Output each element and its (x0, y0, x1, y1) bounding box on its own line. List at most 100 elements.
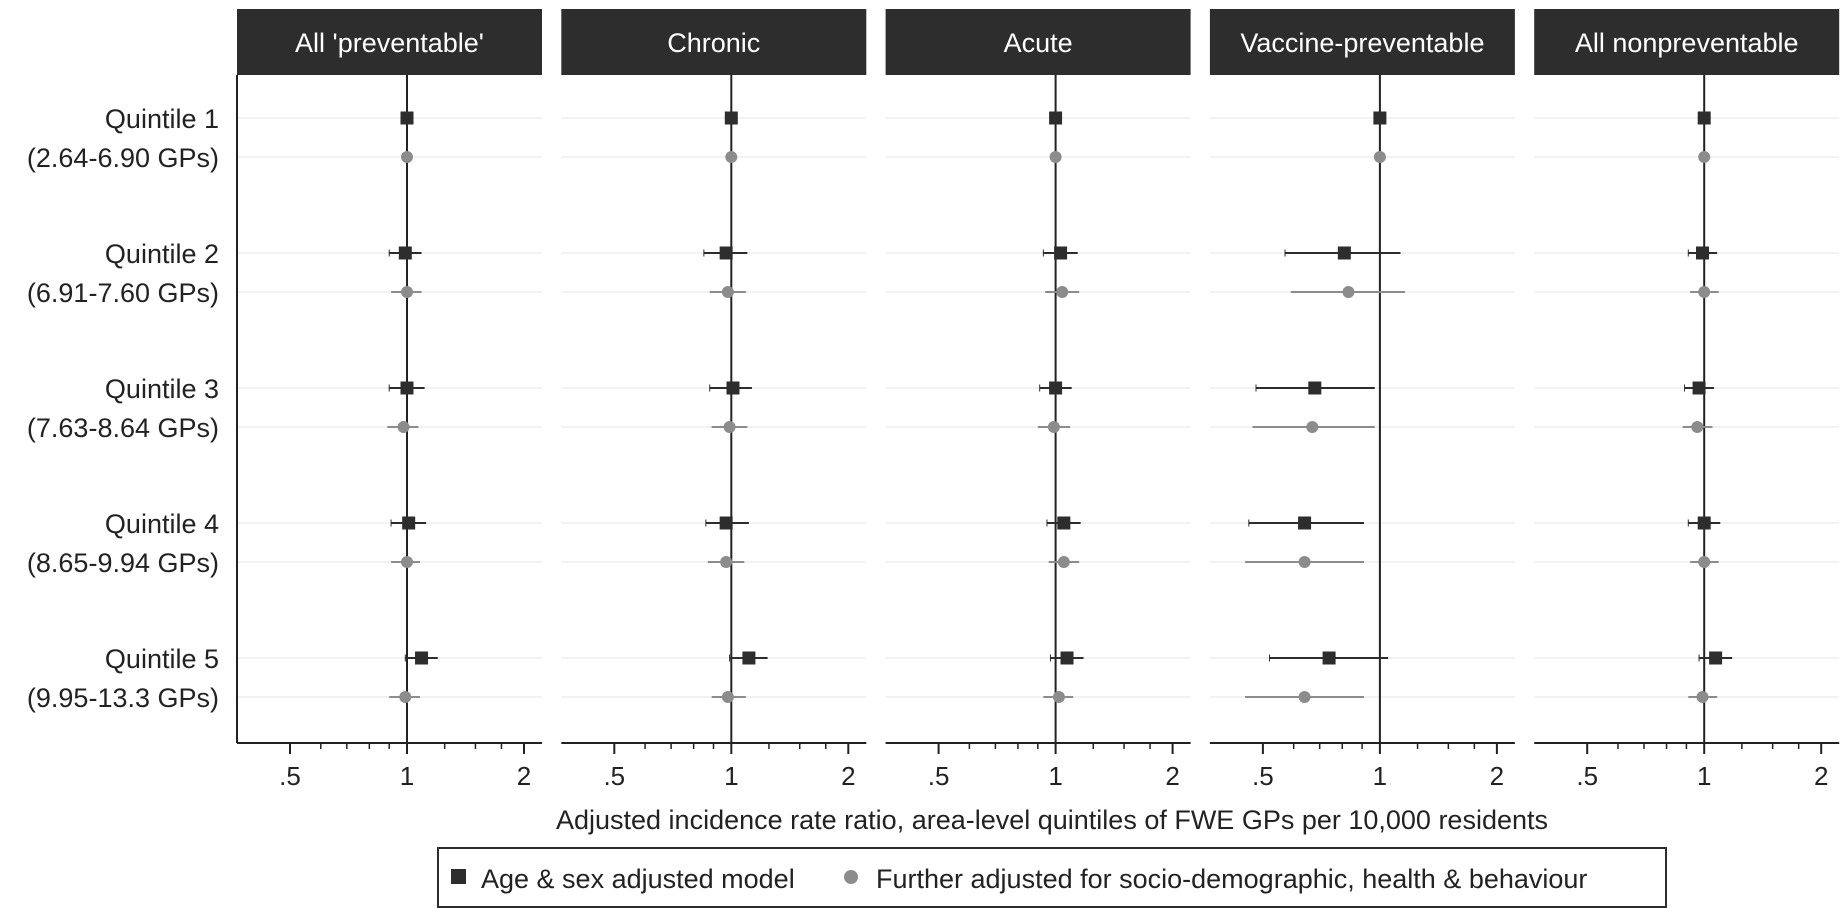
point-age-sex (1057, 516, 1071, 530)
point-further (723, 421, 736, 433)
panel-header (1209, 9, 1515, 75)
x-tick-label: 1 (1048, 761, 1062, 791)
x-tick-label: .5 (1252, 761, 1274, 791)
x-tick-label: .5 (928, 761, 950, 791)
point-age-sex (1692, 381, 1706, 395)
point-further (1306, 421, 1319, 433)
point-further (1298, 556, 1311, 568)
point-age-sex (402, 516, 416, 530)
point-age-sex (719, 516, 733, 530)
point-age-sex (1373, 111, 1387, 125)
x-tick-label: .5 (279, 761, 301, 791)
panel-header (237, 9, 542, 75)
point-age-sex (415, 651, 429, 665)
x-tick-label: 2 (841, 761, 855, 791)
point-further (1698, 286, 1711, 298)
category-label-1: Quintile 1 (105, 104, 219, 134)
point-age-sex (400, 381, 414, 395)
point-further (1698, 151, 1711, 163)
point-further (397, 421, 410, 433)
x-tick-label: 2 (1814, 761, 1828, 791)
category-labels: Quintile 1 (2.64-6.90 GPs) Quintile 2 (6.91… (27, 104, 219, 713)
point-further (1047, 421, 1060, 433)
legend: Age & sex adjusted model Further adjuste… (437, 847, 1667, 908)
point-further (721, 286, 734, 298)
point-age-sex (1054, 246, 1068, 260)
x-tick-label: 2 (1165, 761, 1179, 791)
legend-label-age-sex: Age & sex adjusted model (481, 864, 795, 894)
point-age-sex (742, 651, 756, 665)
x-tick-label: 1 (1697, 761, 1711, 791)
panel-5: All nonpreventable .5 1 2 (1534, 9, 1840, 791)
x-tick-label: 2 (1490, 761, 1504, 791)
x-tick-label: 1 (724, 761, 738, 791)
legend-marker-square (451, 869, 466, 884)
point-further (721, 691, 734, 703)
point-age-sex (1709, 651, 1723, 665)
point-age-sex (1049, 381, 1063, 395)
category-range-4: (8.65-9.94 GPs) (27, 548, 219, 578)
point-further (401, 151, 413, 163)
x-axis-label: Adjusted incidence rate ratio, area-leve… (556, 805, 1548, 835)
panel-title: Acute (1004, 28, 1073, 58)
panel-title: All nonpreventable (1575, 28, 1799, 58)
point-age-sex (719, 246, 733, 260)
category-range-3: (7.63-8.64 GPs) (27, 413, 219, 443)
point-age-sex (400, 111, 414, 125)
x-tick-label: 1 (400, 761, 414, 791)
category-range-1: (2.64-6.90 GPs) (27, 143, 219, 173)
point-age-sex (1308, 381, 1322, 395)
point-age-sex (1060, 651, 1074, 665)
point-further (1049, 151, 1062, 163)
point-further (1057, 556, 1070, 568)
legend-frame (437, 847, 1667, 908)
point-further (1052, 691, 1065, 703)
category-range-5: (9.95-13.3 GPs) (27, 683, 219, 713)
panel-4: Vaccine-preventable .5 1 2 (1209, 9, 1515, 791)
point-age-sex (1337, 246, 1351, 260)
point-further (1298, 691, 1311, 703)
x-tick-label: 2 (517, 761, 531, 791)
point-age-sex (1697, 111, 1711, 125)
point-further (401, 556, 413, 568)
panel-3: Acute .5 1 2 (885, 9, 1191, 791)
point-age-sex (1696, 246, 1710, 260)
panel-header (1534, 9, 1840, 75)
category-label-3: Quintile 3 (105, 374, 219, 404)
panels: All 'preventable' .5 1 2 Chronic .5 1 2 Acute .5 1… (236, 9, 1840, 791)
legend-marker-circle (844, 870, 858, 884)
panel-header (885, 9, 1191, 75)
point-age-sex (724, 111, 738, 125)
point-further (1342, 286, 1355, 298)
x-tick-label: .5 (603, 761, 625, 791)
point-further (720, 556, 733, 568)
x-tick-label: 1 (1373, 761, 1387, 791)
point-age-sex (1697, 516, 1711, 530)
point-further (1696, 691, 1709, 703)
category-label-5: Quintile 5 (105, 644, 219, 674)
panel-title: Chronic (667, 28, 760, 58)
panel-title: Vaccine-preventable (1240, 28, 1484, 58)
point-further (399, 691, 412, 703)
category-range-2: (6.91-7.60 GPs) (27, 278, 219, 308)
category-label-4: Quintile 4 (105, 509, 219, 539)
point-further (1056, 286, 1069, 298)
point-further (1373, 151, 1386, 163)
point-age-sex (1298, 516, 1312, 530)
point-age-sex (398, 246, 412, 260)
panel-title: All 'preventable' (295, 28, 484, 58)
point-age-sex (1322, 651, 1336, 665)
point-age-sex (1049, 111, 1063, 125)
x-tick-label: .5 (1576, 761, 1598, 791)
category-label-2: Quintile 2 (105, 239, 219, 269)
point-further (1691, 421, 1704, 433)
panel-2: Chronic .5 1 2 (561, 9, 867, 791)
point-further (725, 151, 738, 163)
panel-header (561, 9, 867, 75)
point-further (1698, 556, 1711, 568)
point-age-sex (726, 381, 740, 395)
panel-1: All 'preventable' .5 1 2 (236, 9, 542, 791)
point-further (401, 286, 413, 298)
